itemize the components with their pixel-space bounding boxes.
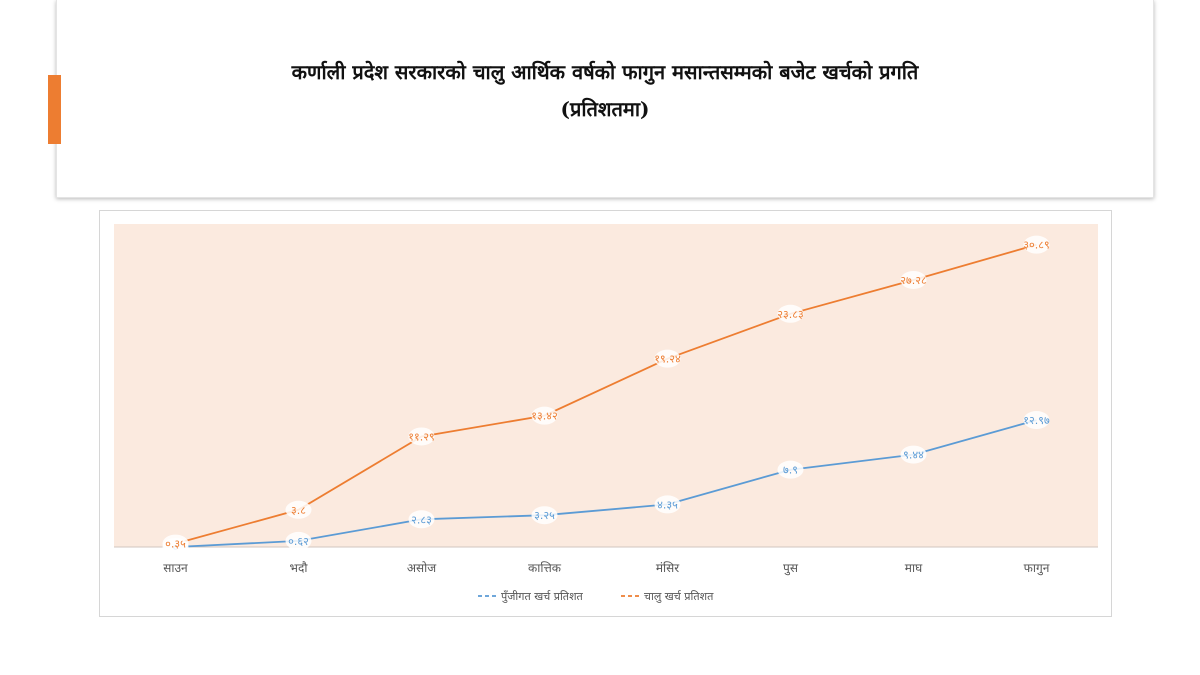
data-label-s1-4: ३.२५ [531, 506, 558, 525]
chart-frame: ००.६२२.८३३.२५४.३५७.९९.४४१२.९७०.३५३.८११.२… [99, 210, 1112, 617]
data-point-halo [285, 531, 312, 550]
data-label-s2-8: ३०.८९ [1023, 235, 1050, 254]
series-layer [175, 243, 1037, 548]
x-tick-label: माघ [905, 561, 923, 575]
legend-item-2: चालु खर्च प्रतिशत [621, 590, 714, 603]
legend-label: पुँजीगत खर्च प्रतिशत [501, 590, 584, 603]
data-label-s2-1: ०.३५ [162, 534, 189, 553]
slide-subtitle: (प्रतिशतमा) [560, 97, 650, 121]
plot-area [114, 224, 1098, 547]
data-label-s1-6: ७.९ [777, 460, 804, 479]
data-label-text: ३०.८९ [1023, 239, 1049, 252]
data-label-text: २७.२८ [900, 274, 927, 287]
data-label-text: ३.८ [291, 504, 306, 517]
data-label-s2-5: १९.२४ [654, 349, 681, 368]
data-point-halo [1023, 235, 1050, 254]
x-tick-label: साउन [163, 561, 188, 575]
data-label-text: १९.२४ [654, 353, 681, 366]
data-label-s1-8: १२.९७ [1023, 411, 1050, 430]
data-point-halo [900, 445, 927, 464]
x-tick-label: पुस [783, 561, 799, 576]
data-label-text: २३.८३ [777, 308, 803, 321]
data-point-halo [777, 304, 804, 323]
legend-label: चालु खर्च प्रतिशत [644, 590, 714, 603]
x-tick-labels: साउन भदौ असोज कात्तिक मंसिर पुस माघ फागुन [163, 561, 1049, 576]
series-line-2 [175, 243, 1037, 545]
data-label-text: १२.९७ [1023, 414, 1050, 427]
data-point-halo [654, 349, 681, 368]
data-point-halo [900, 270, 927, 289]
data-label-text: ७.९ [783, 464, 798, 477]
data-label-text: ०.६२ [288, 535, 309, 548]
data-point-halo [408, 427, 435, 446]
accent-bar [48, 75, 61, 144]
data-label-s2-2: ३.८ [285, 500, 312, 519]
data-label-s1-5: ४.३५ [654, 495, 681, 514]
series-line-1 [175, 419, 1037, 548]
line-chart: ००.६२२.८३३.२५४.३५७.९९.४४१२.९७०.३५३.८११.२… [114, 224, 1098, 603]
data-label-s2-4: १३.४२ [531, 406, 558, 425]
data-point-halo [162, 534, 189, 553]
data-label-s2-6: २३.८३ [777, 304, 804, 323]
data-label-s1-7: ९.४४ [900, 445, 927, 464]
legend-item-1: पुँजीगत खर्च प्रतिशत [478, 590, 584, 603]
data-point-halo [1023, 411, 1050, 430]
data-point-halo [531, 406, 558, 425]
data-label-s2-3: ११.२९ [408, 427, 435, 446]
x-tick-label: फागुन [1024, 561, 1050, 576]
data-label-s1-3: २.८३ [408, 510, 435, 529]
data-point-halo [531, 506, 558, 525]
data-label-text: ४.३५ [657, 498, 678, 511]
data-label-text: ९.४४ [903, 449, 924, 462]
title-card [56, 0, 1154, 198]
data-label-text: ११.२९ [408, 430, 434, 443]
x-tick-label: असोज [407, 561, 437, 575]
legend: पुँजीगत खर्च प्रतिशत चालु खर्च प्रतिशत [478, 590, 714, 603]
data-label-s2-7: २७.२८ [900, 270, 927, 289]
data-labels-layer: ००.६२२.८३३.२५४.३५७.९९.४४१२.९७०.३५३.८११.२… [162, 235, 1050, 556]
data-label-text: ३.२५ [534, 509, 555, 522]
data-label-text: २.८३ [411, 513, 432, 526]
slide-title: कर्णाली प्रदेश सरकारको चालु आर्थिक वर्षक… [291, 60, 919, 84]
x-tick-label: मंसिर [656, 561, 680, 575]
x-tick-label: भदौ [290, 561, 309, 575]
data-point-halo [777, 460, 804, 479]
data-point-halo [408, 510, 435, 529]
x-tick-label: कात्तिक [528, 561, 562, 575]
data-label-text: १३.४२ [531, 410, 557, 423]
data-point-halo [285, 500, 312, 519]
data-label-text: ०.३५ [165, 538, 186, 551]
data-label-s1-2: ०.६२ [285, 531, 312, 550]
data-point-halo [654, 495, 681, 514]
